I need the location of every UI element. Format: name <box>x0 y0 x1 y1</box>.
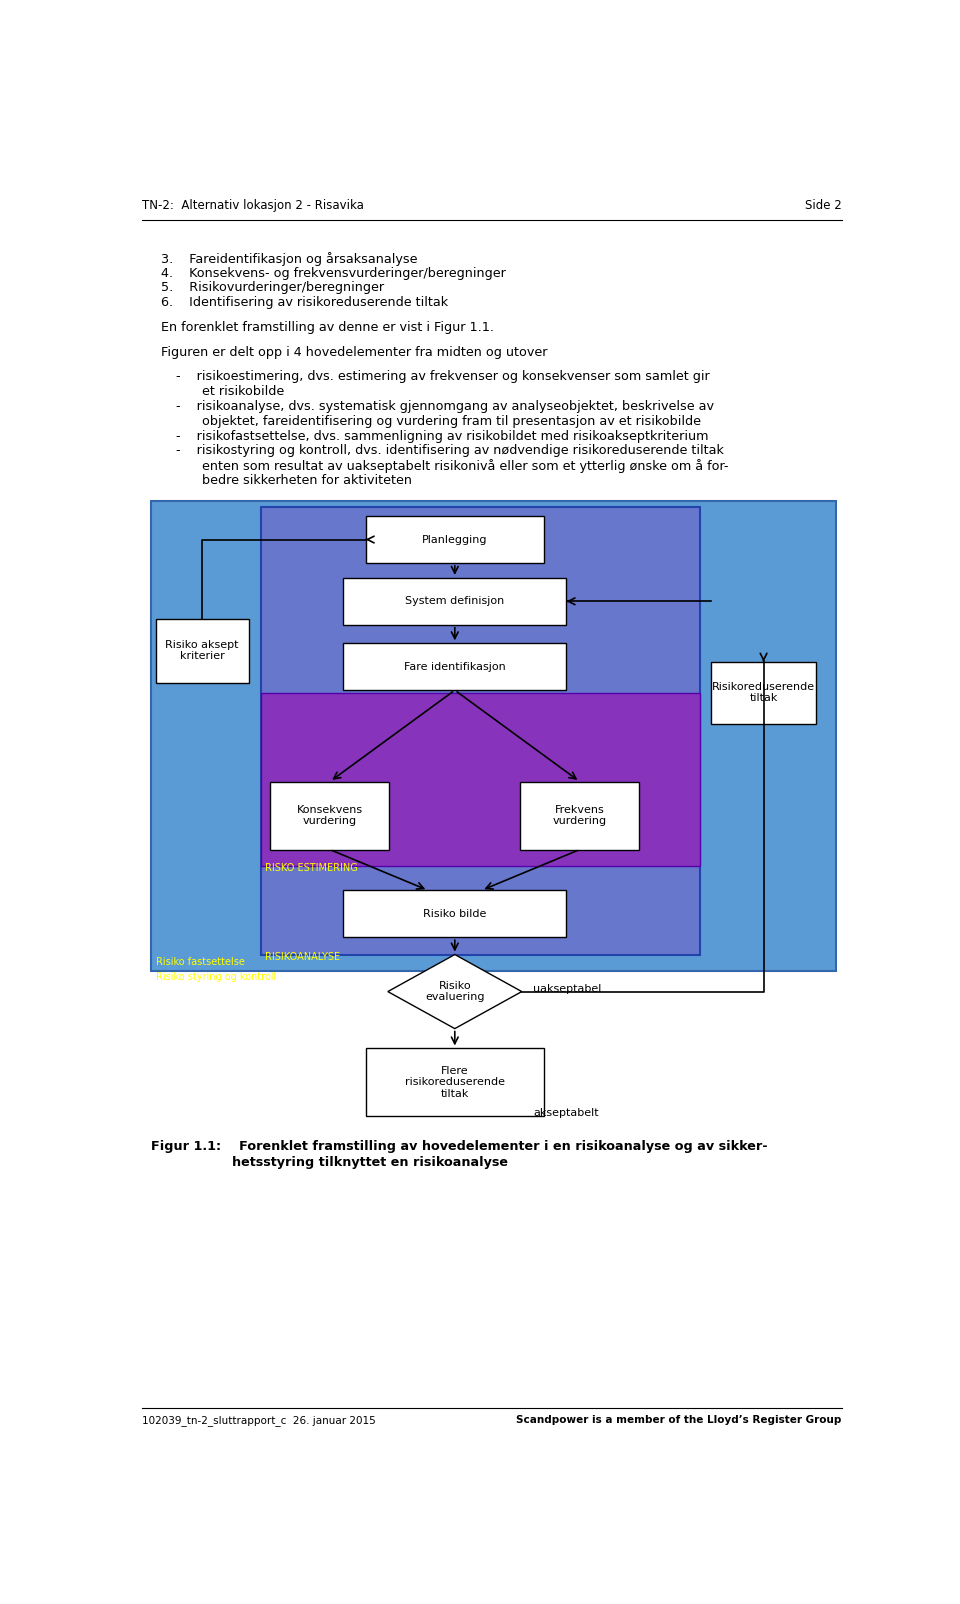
FancyBboxPatch shape <box>271 781 390 850</box>
Text: En forenklet framstilling av denne er vist i Figur 1.1.: En forenklet framstilling av denne er vi… <box>161 321 493 334</box>
Text: 5.    Risikovurderinger/beregninger: 5. Risikovurderinger/beregninger <box>161 281 384 295</box>
FancyBboxPatch shape <box>152 500 836 970</box>
Text: 3.    Fareidentifikasjon og årsaksanalyse: 3. Fareidentifikasjon og årsaksanalyse <box>161 252 418 266</box>
FancyBboxPatch shape <box>711 662 816 723</box>
Text: -    risikoanalyse, dvs. systematisk gjennomgang av analyseobjektet, beskrivelse: - risikoanalyse, dvs. systematisk gjenno… <box>176 399 714 412</box>
Text: Fare identifikasjon: Fare identifikasjon <box>404 662 506 672</box>
Text: -    risikofastsettelse, dvs. sammenligning av risikobildet med risikoakseptkrit: - risikofastsettelse, dvs. sammenligning… <box>176 430 708 443</box>
Text: 4.    Konsekvens- og frekvensvurderinger/beregninger: 4. Konsekvens- og frekvensvurderinger/be… <box>161 266 506 279</box>
Text: akseptabelt: akseptabelt <box>533 1108 598 1118</box>
Text: Scandpower is a member of the Lloyd’s Register Group: Scandpower is a member of the Lloyd’s Re… <box>516 1415 842 1426</box>
FancyBboxPatch shape <box>344 577 566 626</box>
Text: Risiko fastsettelse: Risiko fastsettelse <box>156 958 245 967</box>
FancyBboxPatch shape <box>366 1049 544 1116</box>
Text: 102039_tn-2_sluttrapport_c  26. januar 2015: 102039_tn-2_sluttrapport_c 26. januar 20… <box>142 1415 376 1426</box>
FancyBboxPatch shape <box>156 619 249 683</box>
Polygon shape <box>388 954 522 1028</box>
Text: objektet, fareidentifisering og vurdering fram til presentasjon av et risikobild: objektet, fareidentifisering og vurderin… <box>202 415 701 428</box>
Text: RISKO ESTIMERING: RISKO ESTIMERING <box>265 863 358 873</box>
FancyBboxPatch shape <box>261 693 701 866</box>
Text: -    risikoestimering, dvs. estimering av frekvenser og konsekvenser som samlet : - risikoestimering, dvs. estimering av f… <box>176 371 709 383</box>
Text: Figuren er delt opp i 4 hovedelementer fra midten og utover: Figuren er delt opp i 4 hovedelementer f… <box>161 345 547 359</box>
Text: Planlegging: Planlegging <box>422 534 488 544</box>
Text: Frekvens
vurdering: Frekvens vurdering <box>553 805 607 826</box>
Text: 6.    Identifisering av risikoreduserende tiltak: 6. Identifisering av risikoreduserende t… <box>161 297 448 310</box>
FancyBboxPatch shape <box>366 516 544 563</box>
Text: Side 2: Side 2 <box>804 199 842 212</box>
Text: -    risikostyring og kontroll, dvs. identifisering av nødvendige risikoredusere: - risikostyring og kontroll, dvs. identi… <box>176 444 724 457</box>
Text: Figur 1.1:    Forenklet framstilling av hovedelementer i en risikoanalyse og av : Figur 1.1: Forenklet framstilling av hov… <box>152 1140 768 1153</box>
Text: RISIKOANALYSE: RISIKOANALYSE <box>265 953 340 962</box>
FancyBboxPatch shape <box>261 507 701 954</box>
Text: Risikoreduserende
tiltak: Risikoreduserende tiltak <box>712 682 815 704</box>
FancyBboxPatch shape <box>344 643 566 690</box>
Text: Risiko
evaluering: Risiko evaluering <box>425 980 485 1002</box>
Text: Risiko styring og kontroll: Risiko styring og kontroll <box>156 972 276 982</box>
Text: Konsekvens
vurdering: Konsekvens vurdering <box>297 805 363 826</box>
Text: Flere
risikoreduserende
tiltak: Flere risikoreduserende tiltak <box>405 1065 505 1099</box>
FancyBboxPatch shape <box>344 890 566 937</box>
Text: Risiko aksept
kriterier: Risiko aksept kriterier <box>165 640 239 661</box>
Text: bedre sikkerheten for aktiviteten: bedre sikkerheten for aktiviteten <box>202 475 412 488</box>
Text: System definisjon: System definisjon <box>405 597 504 606</box>
Text: enten som resultat av uakseptabelt risikonivå eller som et ytterlig ønske om å f: enten som resultat av uakseptabelt risik… <box>202 459 729 473</box>
Text: uakseptabel: uakseptabel <box>533 985 601 994</box>
Text: hetsstyring tilknyttet en risikoanalyse: hetsstyring tilknyttet en risikoanalyse <box>152 1156 508 1169</box>
FancyBboxPatch shape <box>520 781 639 850</box>
Text: et risikobilde: et risikobilde <box>202 385 284 398</box>
Text: TN-2:  Alternativ lokasjon 2 - Risavika: TN-2: Alternativ lokasjon 2 - Risavika <box>142 199 364 212</box>
Text: Risiko bilde: Risiko bilde <box>423 909 487 919</box>
